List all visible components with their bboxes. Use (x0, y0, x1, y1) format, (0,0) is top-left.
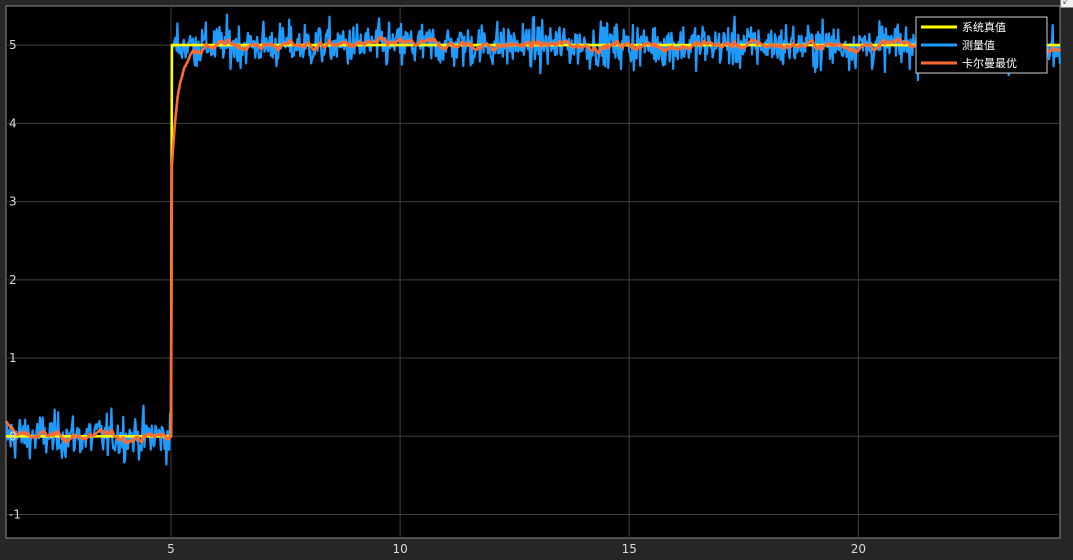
x-tick-label: 10 (392, 542, 407, 556)
x-tick-label: 20 (851, 542, 866, 556)
x-tick-label: 15 (622, 542, 637, 556)
y-tick-label: 1 (9, 351, 17, 365)
y-tick-label: 2 (9, 273, 17, 287)
legend[interactable]: 系统真值 测量值 卡尔曼最优 (915, 16, 1048, 74)
expand-icon: ⤢ (1063, 0, 1071, 6)
series-line-kalman (5, 35, 1062, 445)
axes-background (5, 5, 1061, 539)
series-layer (4, 13, 1062, 466)
y-tick-label: 3 (9, 195, 17, 209)
axes-toolbar-button[interactable]: ⤢ (1060, 0, 1073, 8)
y-tick-label: 5 (9, 38, 17, 52)
legend-label-truth: 系统真值 (962, 20, 1006, 34)
series-line-measurement (4, 13, 1062, 466)
legend-label-measurement: 测量值 (962, 39, 995, 52)
x-tick-label: 5 (167, 542, 175, 556)
y-tick-label: -1 (9, 508, 21, 522)
y-tick-label: 4 (9, 116, 17, 130)
legend-label-kalman: 卡尔曼最优 (962, 57, 1017, 70)
tick-labels: 5 10 15 20 -1 0 1 2 3 4 5 (9, 38, 866, 556)
y-tick-label: 0 (9, 429, 17, 443)
